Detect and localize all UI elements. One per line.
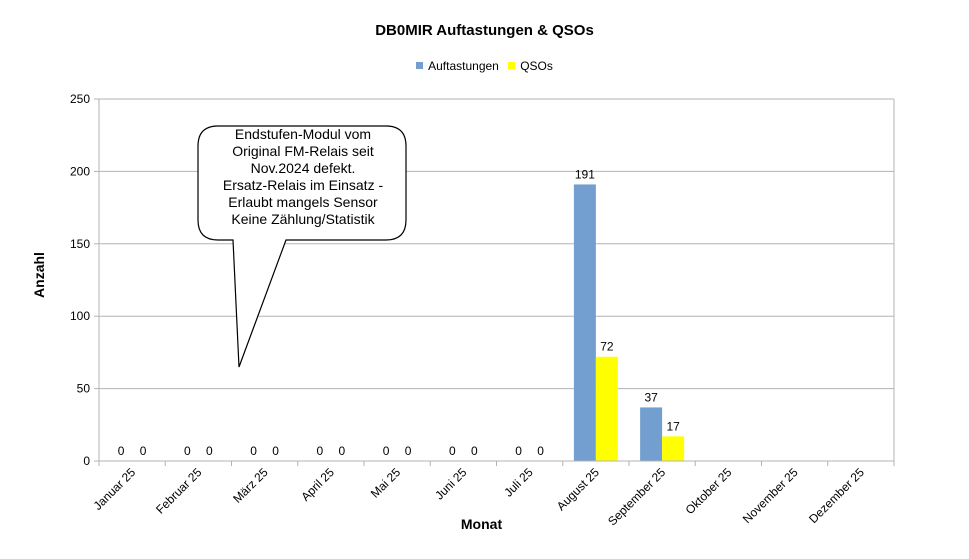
x-tick-label: September 25 xyxy=(605,465,668,528)
annotation-line: Original FM-Relais seit xyxy=(232,143,374,159)
x-tick-label: Mai 25 xyxy=(368,465,404,501)
x-tick-label: April 25 xyxy=(298,465,337,504)
legend-item-auftastungen: Auftastungen xyxy=(416,59,499,73)
chart-title: DB0MIR Auftastungen & QSOs xyxy=(375,22,594,39)
x-tick-label: Februar 25 xyxy=(153,465,205,517)
data-label: 17 xyxy=(666,419,680,433)
y-tick-label: 200 xyxy=(70,164,90,178)
y-tick-label: 150 xyxy=(70,237,90,251)
data-label: 191 xyxy=(575,167,595,181)
x-tick-label: Dezember 25 xyxy=(806,465,867,526)
legend-label-qsos: QSOs xyxy=(520,58,553,73)
data-label: 0 xyxy=(515,444,522,458)
annotation-line: Endstufen-Modul vom xyxy=(234,126,372,142)
bar-auftastungen xyxy=(573,184,596,461)
data-label: 0 xyxy=(449,444,456,458)
annotation-line: Nov.2024 defekt. xyxy=(250,160,356,176)
data-label: 0 xyxy=(405,444,412,458)
data-label: 0 xyxy=(339,444,346,458)
bar-auftastungen xyxy=(640,407,663,461)
legend-item-qsos: QSOs xyxy=(508,59,553,73)
annotation-line: Erlaubt mangels Sensor xyxy=(228,194,378,210)
data-label: 0 xyxy=(317,444,324,458)
x-axis-title: Monat xyxy=(461,516,503,532)
data-label: 0 xyxy=(272,444,279,458)
legend-swatch-auftastungen xyxy=(416,62,424,69)
data-label: 0 xyxy=(471,444,478,458)
annotation-callout: Endstufen-Modul vom Original FM-Relais s… xyxy=(198,126,408,240)
annotation-bubble xyxy=(197,125,407,368)
x-tick-label: Juni 25 xyxy=(432,465,469,502)
y-tick-label: 50 xyxy=(77,382,91,396)
data-label: 37 xyxy=(644,390,658,404)
bar-qsos xyxy=(662,436,685,461)
x-tick-label: März 25 xyxy=(230,465,271,506)
data-label: 0 xyxy=(184,444,191,458)
x-tick-label: Oktober 25 xyxy=(683,465,735,517)
data-label: 0 xyxy=(118,444,125,458)
y-tick-label: 250 xyxy=(70,92,90,106)
data-label: 0 xyxy=(250,444,257,458)
y-tick-label: 100 xyxy=(70,309,90,323)
x-tick-label: Juli 25 xyxy=(501,465,536,500)
data-label: 72 xyxy=(600,340,614,354)
data-label: 0 xyxy=(206,444,213,458)
x-tick-label: November 25 xyxy=(740,465,801,526)
legend-swatch-qsos xyxy=(508,62,516,69)
annotation-line: Keine Zählung/Statistik xyxy=(231,211,375,227)
annotation-line: Ersatz-Relais im Einsatz - xyxy=(222,177,384,193)
x-tick-label: August 25 xyxy=(554,465,602,513)
legend-label-auftastungen: Auftastungen xyxy=(428,58,499,73)
y-axis-title: Anzahl xyxy=(31,252,47,298)
data-label: 0 xyxy=(537,444,544,458)
y-tick-label: 0 xyxy=(83,454,90,468)
data-label: 0 xyxy=(383,444,390,458)
x-tick-label: Januar 25 xyxy=(91,465,139,513)
data-label: 0 xyxy=(140,444,147,458)
chart-legend: Auftastungen QSOs xyxy=(0,58,969,73)
bar-qsos xyxy=(595,356,618,461)
